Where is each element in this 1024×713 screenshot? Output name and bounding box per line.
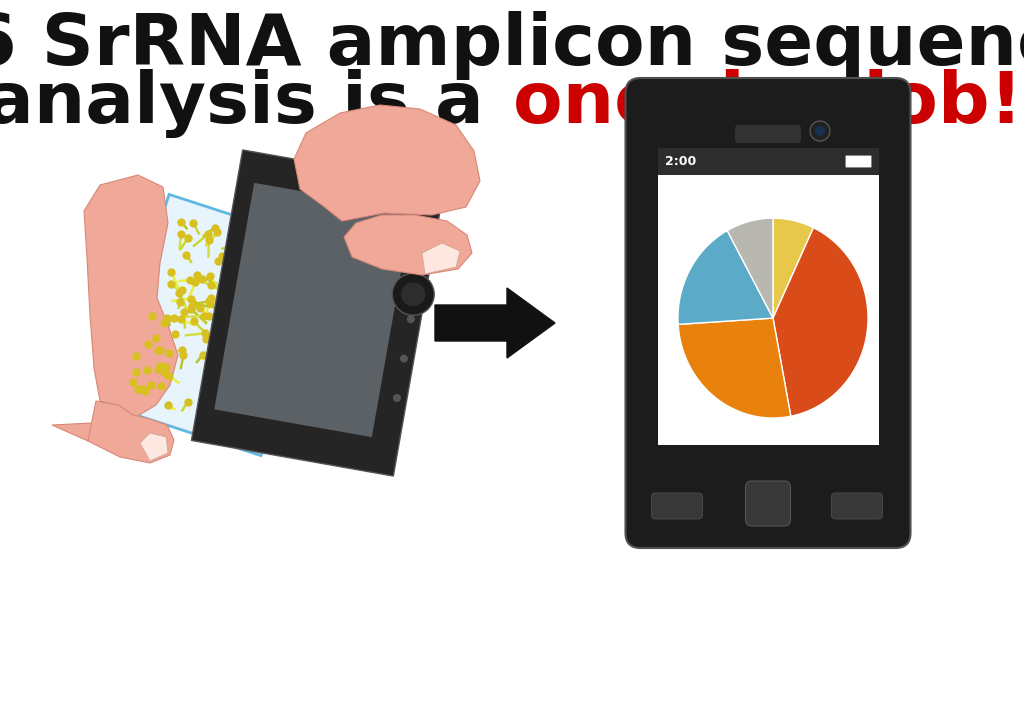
Polygon shape: [101, 195, 329, 456]
FancyBboxPatch shape: [651, 493, 702, 519]
Circle shape: [414, 276, 422, 284]
FancyBboxPatch shape: [831, 493, 883, 519]
FancyBboxPatch shape: [846, 155, 871, 168]
Bar: [657, 148, 879, 445]
Circle shape: [815, 126, 825, 136]
FancyBboxPatch shape: [745, 481, 791, 526]
Polygon shape: [140, 433, 168, 461]
Polygon shape: [344, 215, 472, 275]
Circle shape: [810, 121, 830, 141]
FancyBboxPatch shape: [735, 125, 801, 143]
Circle shape: [400, 354, 408, 363]
Polygon shape: [422, 243, 460, 274]
Bar: [657, 148, 879, 175]
Text: analysis is a: analysis is a: [0, 68, 509, 138]
Circle shape: [401, 282, 425, 307]
Text: 16 SrRNA amplicon sequence: 16 SrRNA amplicon sequence: [0, 11, 1024, 80]
Polygon shape: [727, 218, 773, 318]
FancyBboxPatch shape: [626, 78, 910, 548]
Polygon shape: [773, 218, 813, 318]
Polygon shape: [773, 227, 868, 416]
Polygon shape: [294, 105, 480, 221]
Circle shape: [392, 273, 434, 315]
Text: 2:00: 2:00: [666, 155, 696, 168]
Polygon shape: [52, 175, 178, 445]
FancyArrow shape: [435, 288, 555, 358]
Polygon shape: [191, 150, 444, 476]
Circle shape: [393, 394, 401, 402]
Polygon shape: [678, 318, 791, 418]
Circle shape: [407, 315, 415, 323]
Polygon shape: [88, 401, 174, 463]
Text: one-day job!: one-day job!: [513, 68, 1023, 138]
Polygon shape: [214, 183, 412, 437]
Polygon shape: [678, 230, 773, 324]
